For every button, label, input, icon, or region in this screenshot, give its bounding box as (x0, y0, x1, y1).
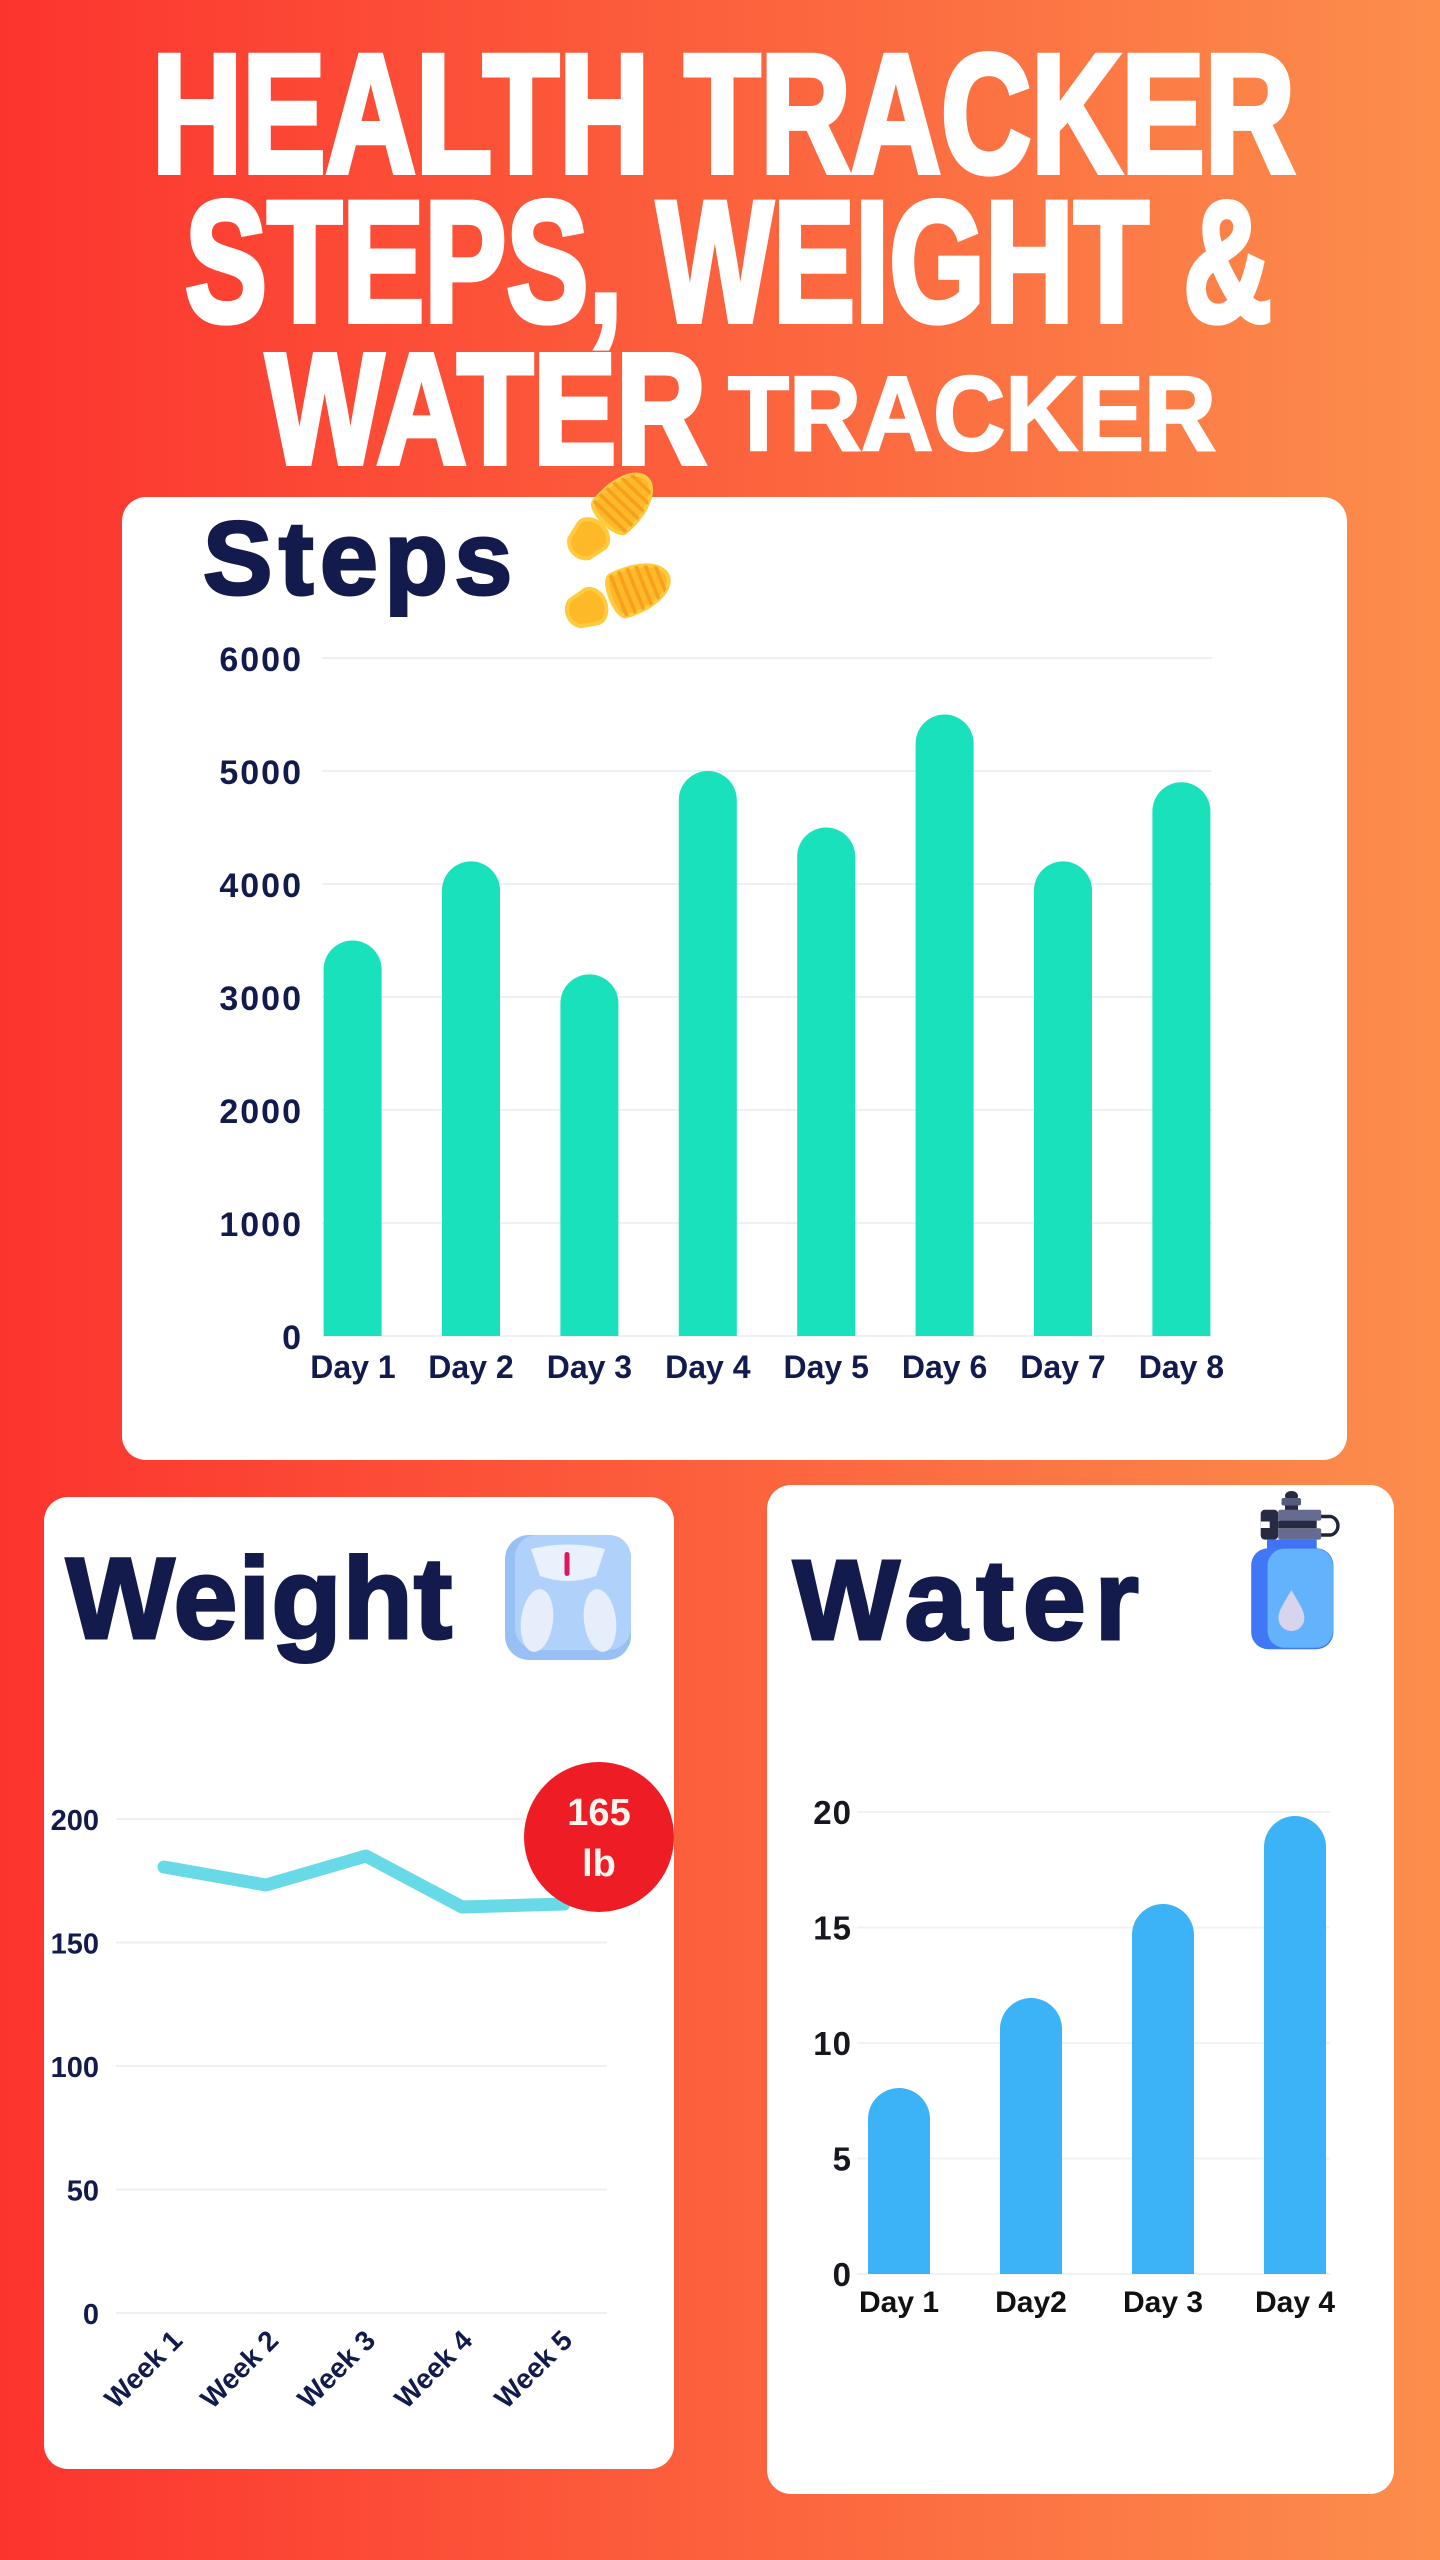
svg-text:3000: 3000 (219, 980, 303, 1018)
svg-text:Day2: Day2 (995, 2286, 1067, 2319)
svg-text:lb: lb (582, 1843, 616, 1885)
svg-text:50: 50 (67, 2176, 99, 2208)
svg-text:TRACKER: TRACKER (728, 355, 1216, 473)
svg-text:Day 5: Day 5 (784, 1349, 869, 1385)
svg-text:200: 200 (51, 1805, 99, 1837)
svg-text:Day 8: Day 8 (1139, 1349, 1224, 1385)
svg-text:Day 1: Day 1 (310, 1349, 395, 1385)
svg-text:Weight: Weight (66, 1535, 453, 1663)
svg-text:5: 5 (833, 2141, 852, 2178)
svg-text:Day 4: Day 4 (1255, 2286, 1335, 2319)
svg-text:Day 2: Day 2 (428, 1349, 513, 1385)
svg-text:10: 10 (813, 2025, 852, 2062)
svg-text:WATER: WATER (266, 322, 706, 497)
svg-text:HEALTH TRACKER: HEALTH TRACKER (152, 19, 1295, 208)
svg-text:Day 3: Day 3 (1123, 2286, 1203, 2319)
svg-text:Day 1: Day 1 (859, 2286, 939, 2319)
svg-text:165: 165 (567, 1792, 630, 1834)
svg-text:Steps: Steps (203, 501, 519, 617)
svg-text:0: 0 (282, 1319, 303, 1357)
svg-text:150: 150 (51, 1929, 99, 1961)
svg-text:20: 20 (813, 1794, 852, 1831)
svg-text:Day 6: Day 6 (902, 1349, 987, 1385)
svg-text:Day 4: Day 4 (665, 1349, 751, 1385)
svg-text:5000: 5000 (219, 754, 303, 792)
svg-text:Day 3: Day 3 (547, 1349, 632, 1385)
svg-text:Water: Water (793, 1537, 1148, 1663)
svg-text:0: 0 (83, 2299, 99, 2331)
svg-text:1000: 1000 (219, 1206, 303, 1244)
svg-text:Day 7: Day 7 (1020, 1349, 1105, 1385)
svg-text:2000: 2000 (219, 1093, 303, 1131)
svg-text:100: 100 (51, 2052, 99, 2084)
svg-text:STEPS, WEIGHT &: STEPS, WEIGHT & (185, 166, 1272, 358)
svg-text:6000: 6000 (219, 641, 303, 679)
svg-text:4000: 4000 (219, 867, 303, 905)
svg-text:0: 0 (833, 2256, 852, 2293)
svg-text:15: 15 (813, 1910, 852, 1947)
